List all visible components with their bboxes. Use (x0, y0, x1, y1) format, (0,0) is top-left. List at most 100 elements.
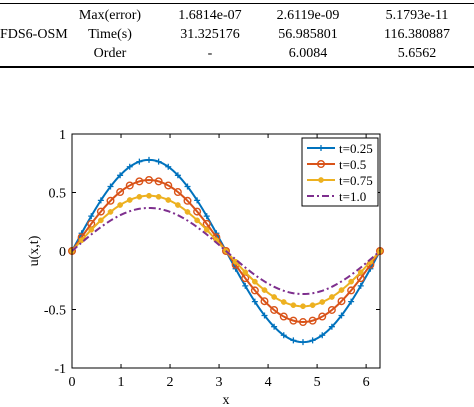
data-point (318, 177, 324, 183)
table-cell: 116.380887 (384, 27, 450, 42)
data-point (338, 312, 345, 319)
axis-ticks: 0 1 2 3 4 5 6 1 0.5 0 -0.5 -1 (44, 128, 380, 390)
solution-plot: 0 1 2 3 4 5 6 1 0.5 0 -0.5 -1 t=0.25t=0.5t=0.75t=1.… (27, 128, 385, 407)
data-point (146, 156, 152, 163)
data-point (126, 163, 133, 170)
x-axis-label: x (223, 393, 230, 407)
table-cell: 2.6119e-09 (276, 8, 340, 23)
data-point (164, 181, 173, 190)
legend-box (301, 137, 379, 207)
data-point (261, 287, 268, 293)
data-point (252, 278, 258, 285)
table-cell: 31.325176 (180, 27, 240, 42)
data-point (221, 246, 230, 255)
results-table: … … … FDS6-OSM Max(error) 1.6814e-07 2.6… (0, 0, 474, 70)
data-point (348, 298, 355, 305)
series-t=1.0 (71, 206, 381, 296)
data-point (173, 188, 182, 197)
x-tick-label: 4 (265, 375, 272, 390)
data-point (251, 298, 258, 305)
data-point (183, 196, 192, 205)
data-point (155, 158, 162, 165)
data-point (290, 337, 297, 344)
data-point (136, 193, 143, 200)
data-point (97, 197, 104, 204)
data-point (357, 269, 364, 276)
x-tick-label: 6 (363, 375, 370, 390)
data-point (116, 188, 125, 197)
table-cell: 6.0084 (288, 46, 328, 61)
data-point (165, 197, 172, 203)
y-tick-label: -0.5 (44, 304, 66, 319)
data-point (106, 196, 115, 205)
plot-series (67, 156, 385, 346)
legend: t=0.25t=0.5t=0.75t=1.0 (301, 137, 379, 207)
legend-entry: t=0.75 (339, 173, 373, 188)
data-point (98, 217, 104, 224)
y-axis-label: u(x,t) (27, 235, 42, 266)
data-point (261, 312, 268, 319)
data-point (279, 312, 288, 321)
data-point (203, 226, 210, 233)
data-point (327, 305, 336, 314)
data-point (347, 286, 356, 295)
x-tick-label: 3 (216, 375, 223, 390)
data-point (250, 286, 259, 295)
data-point (270, 305, 279, 314)
data-point (107, 209, 114, 215)
table-header-cell: … (301, 0, 315, 4)
data-point (319, 332, 326, 339)
data-point (175, 202, 181, 208)
data-point (338, 287, 345, 293)
data-point (271, 323, 278, 330)
table-cell: 5.6562 (397, 46, 437, 61)
data-point (280, 299, 287, 305)
data-point (242, 269, 249, 276)
data-point (300, 303, 306, 310)
data-point (88, 213, 95, 220)
data-point (271, 294, 277, 300)
data-point (117, 202, 123, 208)
data-point (126, 197, 133, 203)
legend-entry: t=0.25 (339, 141, 373, 156)
table-bottom-rule (0, 66, 474, 68)
table-cell: 56.985801 (278, 27, 338, 42)
y-tick-label: 0.5 (49, 187, 67, 202)
data-point (300, 339, 306, 346)
data-point (319, 299, 326, 305)
table-cell: 1.6814e-07 (178, 8, 242, 23)
row-label: Time(s) (88, 27, 132, 42)
data-point (184, 209, 191, 215)
data-point (107, 183, 114, 190)
data-point (280, 332, 287, 339)
data-point (318, 145, 324, 151)
data-point (155, 193, 162, 200)
data-point (317, 160, 326, 169)
data-point (193, 207, 202, 216)
row-label: Max(error) (78, 8, 142, 23)
data-point (337, 297, 346, 306)
data-point (203, 213, 210, 220)
legend-entry: t=0.5 (339, 157, 366, 172)
data-point (184, 183, 191, 190)
table-header-cell: … (203, 0, 217, 4)
data-point (329, 294, 335, 300)
data-point (154, 177, 163, 186)
data-point (357, 282, 364, 289)
data-point (290, 302, 297, 309)
data-point (174, 172, 181, 179)
data-point (309, 337, 316, 344)
data-point (309, 302, 316, 309)
data-point (165, 163, 172, 170)
data-point (136, 158, 143, 165)
data-point (348, 278, 354, 285)
data-point (125, 181, 134, 190)
table-cell: 5.1793e-11 (385, 8, 449, 23)
row-label: Order (93, 46, 127, 61)
method-label: FDS6-OSM (0, 27, 68, 42)
data-point (328, 323, 335, 330)
series-line (71, 206, 381, 296)
table-rule (0, 3, 474, 4)
data-point (146, 192, 152, 199)
data-point (144, 175, 153, 184)
